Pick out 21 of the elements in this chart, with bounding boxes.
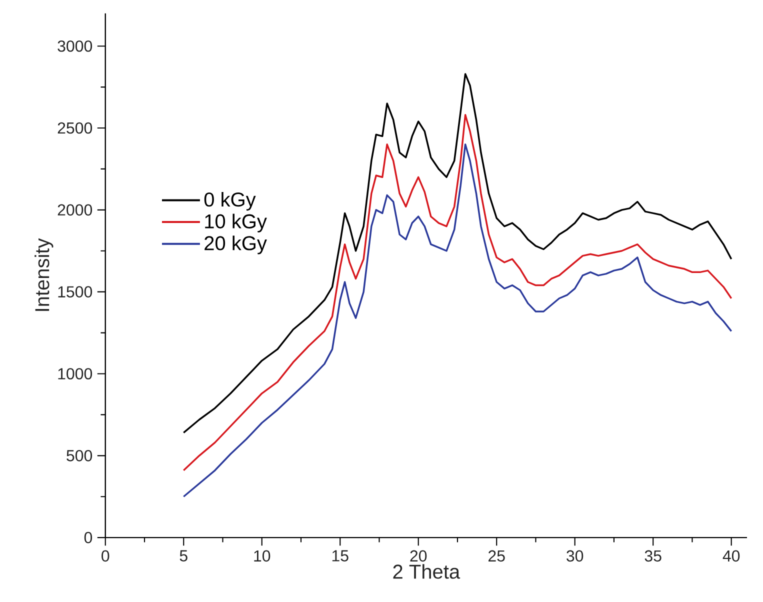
y-axis-title: Intensity	[34, 238, 54, 312]
x-axis-title: 2 Theta	[393, 564, 460, 579]
y-tick-label: 2500	[58, 122, 92, 134]
y-tick-label: 0	[84, 532, 92, 544]
y-tick-label: 500	[66, 450, 92, 462]
x-tick-label: 20	[410, 550, 427, 562]
x-tick-label: 0	[102, 550, 110, 562]
x-tick-label: 10	[254, 550, 270, 562]
legend-label: 10 kGy	[205, 214, 267, 233]
y-tick-label: 1500	[58, 286, 92, 298]
x-tick-label: 15	[332, 550, 348, 562]
legend-label: 0 kGy	[204, 192, 256, 211]
x-tick-label: 40	[722, 550, 740, 562]
y-tick-label: 2000	[58, 204, 92, 216]
legend-label: 20 kGy	[204, 236, 267, 254]
x-tick-label: 30	[566, 550, 584, 562]
x-tick-label: 25	[488, 550, 505, 562]
x-tick-label: 35	[644, 550, 662, 562]
x-tick-label: 5	[180, 550, 188, 562]
y-tick-label: 3000	[58, 40, 92, 52]
y-tick-label: 1000	[58, 368, 92, 380]
